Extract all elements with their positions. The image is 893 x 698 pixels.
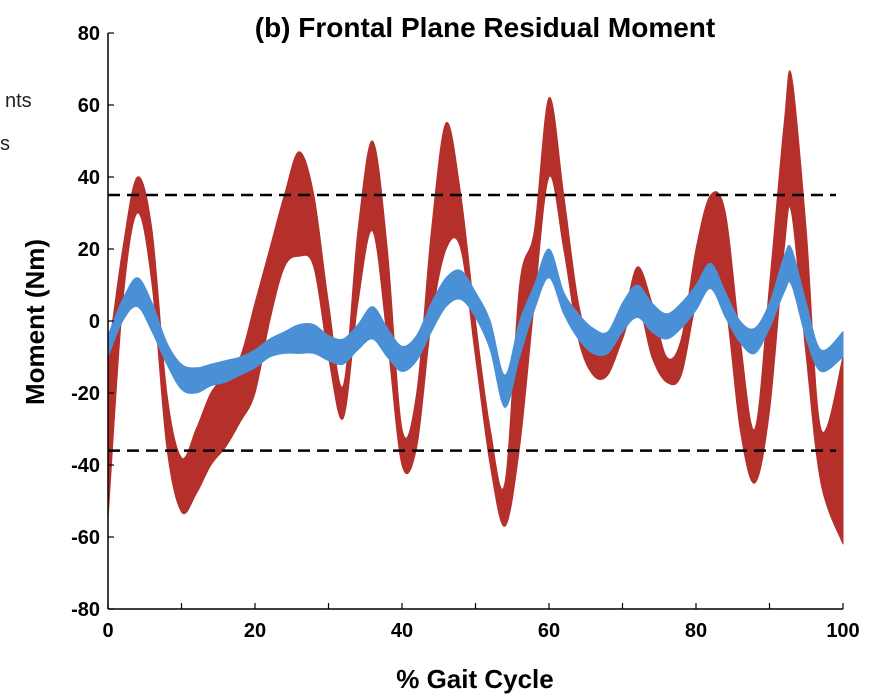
y-tick-label: 40 <box>78 167 100 189</box>
x-tick-label: 100 <box>826 620 859 642</box>
x-ticks: 0 20 40 60 80 100 <box>102 603 860 642</box>
y-tick-label: 0 <box>89 311 100 333</box>
legend-fragment-2: s <box>0 133 10 155</box>
x-tick-label: 20 <box>244 620 266 642</box>
y-ticks: -80 -60 -40 -20 0 20 40 60 80 <box>71 23 114 621</box>
x-tick-label: 0 <box>102 620 113 642</box>
x-axis-label: % Gait Cycle <box>396 664 554 694</box>
y-tick-label: -60 <box>71 527 100 549</box>
series-band-1 <box>107 70 844 545</box>
y-tick-label: -20 <box>71 383 100 405</box>
chart-title: (b) Frontal Plane Residual Moment <box>255 12 715 43</box>
y-tick-label: 60 <box>78 95 100 117</box>
y-tick-label: -40 <box>71 455 100 477</box>
y-tick-label: 80 <box>78 23 100 45</box>
y-axis-label: Moment (Nm) <box>20 239 50 405</box>
series-bands <box>107 70 844 545</box>
x-tick-label: 40 <box>391 620 413 642</box>
y-tick-label: -80 <box>71 599 100 621</box>
y-tick-label: 20 <box>78 239 100 261</box>
reference-lines <box>108 193 836 452</box>
series-band-2 <box>107 244 844 408</box>
legend-fragment-1: nts <box>5 90 32 112</box>
x-tick-label: 60 <box>538 620 560 642</box>
x-tick-label: 80 <box>685 620 707 642</box>
